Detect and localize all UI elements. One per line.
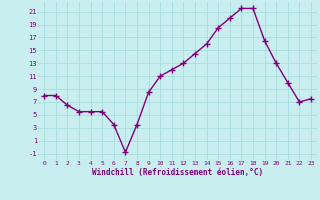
X-axis label: Windchill (Refroidissement éolien,°C): Windchill (Refroidissement éolien,°C) <box>92 168 263 177</box>
